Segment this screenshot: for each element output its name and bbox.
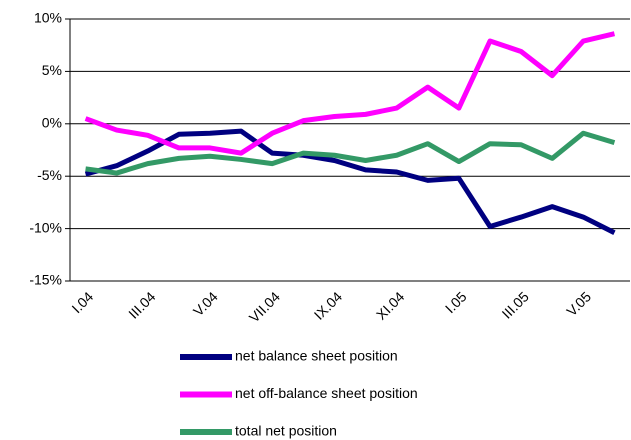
y-tick-label: -5% (37, 167, 62, 183)
x-tick-label: XI.04 (373, 288, 408, 323)
x-tick-label: V.05 (563, 288, 594, 319)
series-line (84, 31, 616, 156)
y-tick-label: -15% (29, 272, 62, 288)
x-tick-label: IX.04 (311, 288, 346, 323)
series-line (85, 130, 616, 176)
legend-label: net balance sheet position (235, 348, 398, 364)
legend-label: total net position (235, 423, 337, 439)
x-tick-label: III.05 (499, 288, 532, 321)
x-tick-label: V.04 (190, 288, 221, 319)
x-tick-label: I.05 (442, 288, 470, 316)
y-tick-label: 0% (42, 115, 62, 131)
y-tick-label: 10% (34, 10, 62, 26)
legend-label: net off-balance sheet position (235, 385, 418, 401)
x-tick-label: VII.04 (246, 288, 283, 325)
x-tick-label: I.04 (68, 288, 96, 316)
y-tick-label: 5% (42, 62, 62, 78)
series-line (84, 128, 616, 236)
y-tick-label: -10% (29, 219, 62, 235)
x-tick-label: III.04 (125, 288, 158, 321)
